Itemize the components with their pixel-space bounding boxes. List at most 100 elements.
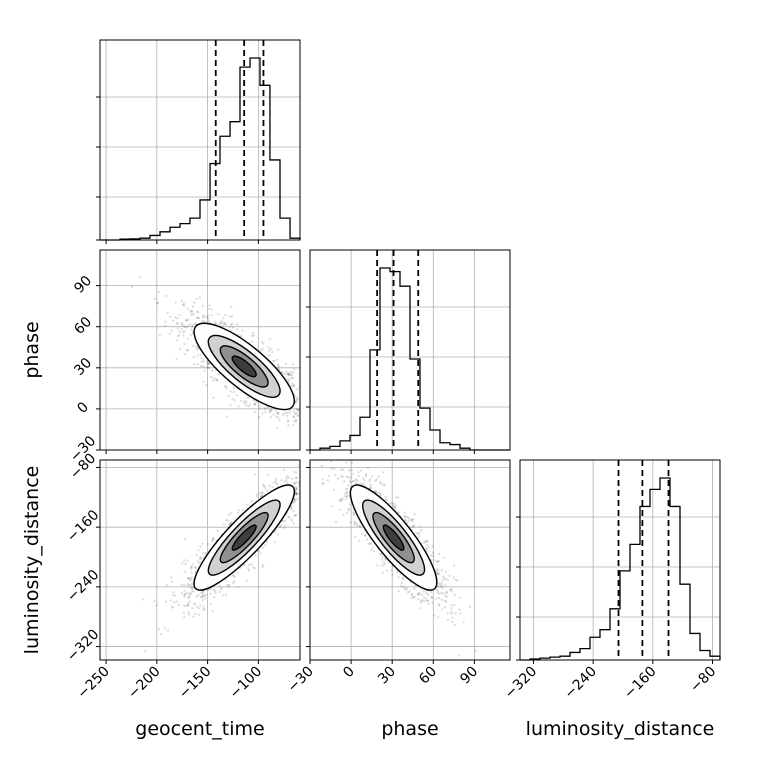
sample-point xyxy=(286,377,289,381)
sample-point xyxy=(436,560,439,563)
sample-point xyxy=(431,601,434,604)
sample-point xyxy=(185,591,189,595)
sample-point xyxy=(350,469,354,472)
sample-point xyxy=(262,484,266,488)
sample-point xyxy=(206,361,210,364)
sample-point xyxy=(289,384,293,388)
sample-point xyxy=(199,604,202,607)
sample-point xyxy=(360,532,364,536)
sample-point xyxy=(285,373,288,376)
sample-point xyxy=(292,415,296,418)
sample-point xyxy=(197,561,201,565)
sample-point xyxy=(359,469,363,472)
sample-point xyxy=(353,521,357,525)
sample-point xyxy=(345,487,349,490)
sample-point xyxy=(296,408,299,411)
sample-point xyxy=(183,589,186,593)
sample-point xyxy=(243,399,247,403)
sample-point xyxy=(195,297,198,301)
sample-point xyxy=(440,579,444,582)
sample-point xyxy=(186,348,189,352)
sample-point xyxy=(297,464,300,467)
sample-point xyxy=(201,599,204,602)
sample-point xyxy=(190,328,193,331)
sample-point xyxy=(189,579,192,582)
sample-point xyxy=(293,498,297,501)
sample-point xyxy=(284,524,287,527)
sample-point xyxy=(192,356,195,359)
sample-point xyxy=(357,474,361,478)
sample-point xyxy=(179,347,182,351)
sample-point xyxy=(277,366,280,369)
sample-point xyxy=(203,594,206,597)
sample-point xyxy=(395,496,398,499)
sample-point xyxy=(159,632,163,636)
sample-point xyxy=(275,483,279,486)
sample-point xyxy=(191,589,194,592)
sample-point xyxy=(180,321,184,325)
sample-point xyxy=(189,591,192,594)
sample-point xyxy=(291,385,294,388)
sample-point xyxy=(379,482,382,485)
sample-point xyxy=(287,374,291,377)
sample-point xyxy=(362,477,365,480)
sample-point xyxy=(356,479,359,483)
sample-point xyxy=(188,577,191,580)
sample-point xyxy=(212,588,216,591)
sample-point xyxy=(192,615,195,618)
sample-point xyxy=(202,319,205,322)
sample-point xyxy=(403,587,406,590)
sample-point xyxy=(286,481,289,485)
sample-point xyxy=(214,322,217,325)
sample-point xyxy=(203,315,206,318)
sample-point xyxy=(290,508,293,511)
sample-point xyxy=(449,588,452,592)
sample-point xyxy=(207,319,211,322)
sample-point xyxy=(342,513,345,517)
sample-point xyxy=(444,570,447,574)
sample-point xyxy=(216,529,219,532)
sample-point xyxy=(186,584,190,587)
sample-point xyxy=(453,603,456,607)
sample-point xyxy=(286,420,289,423)
sample-point xyxy=(158,334,161,337)
sample-point xyxy=(180,327,184,331)
sample-point xyxy=(261,564,265,567)
sample-point xyxy=(291,376,295,380)
sample-point xyxy=(201,590,205,593)
sample-point xyxy=(184,562,187,566)
sample-point xyxy=(186,601,190,605)
sample-point xyxy=(212,379,215,382)
sample-point xyxy=(170,580,173,583)
sample-point xyxy=(427,545,430,549)
sample-point xyxy=(203,369,206,372)
sample-point xyxy=(274,480,277,483)
sample-point xyxy=(194,570,197,573)
sample-point xyxy=(265,489,269,492)
sample-point xyxy=(295,411,298,415)
sample-point xyxy=(186,325,190,328)
sample-point xyxy=(222,321,226,325)
sample-point xyxy=(242,401,246,405)
sample-point xyxy=(183,570,186,573)
sample-point xyxy=(348,480,352,483)
sample-point xyxy=(183,592,187,596)
sample-point xyxy=(232,574,236,577)
sample-point xyxy=(198,296,202,299)
sample-point xyxy=(330,467,333,470)
sample-point xyxy=(188,596,191,599)
sample-point xyxy=(432,554,435,558)
sample-point xyxy=(450,612,453,615)
sample-point xyxy=(199,353,202,356)
sample-point xyxy=(212,536,215,540)
sample-point xyxy=(170,605,174,608)
sample-point xyxy=(220,588,223,591)
sample-point xyxy=(182,302,186,305)
sample-point xyxy=(260,340,264,344)
sample-point xyxy=(182,324,185,327)
sample-point xyxy=(293,500,297,503)
sample-point xyxy=(280,524,283,527)
sample-point xyxy=(169,599,173,602)
sample-point xyxy=(440,591,443,594)
sample-point xyxy=(347,484,350,487)
